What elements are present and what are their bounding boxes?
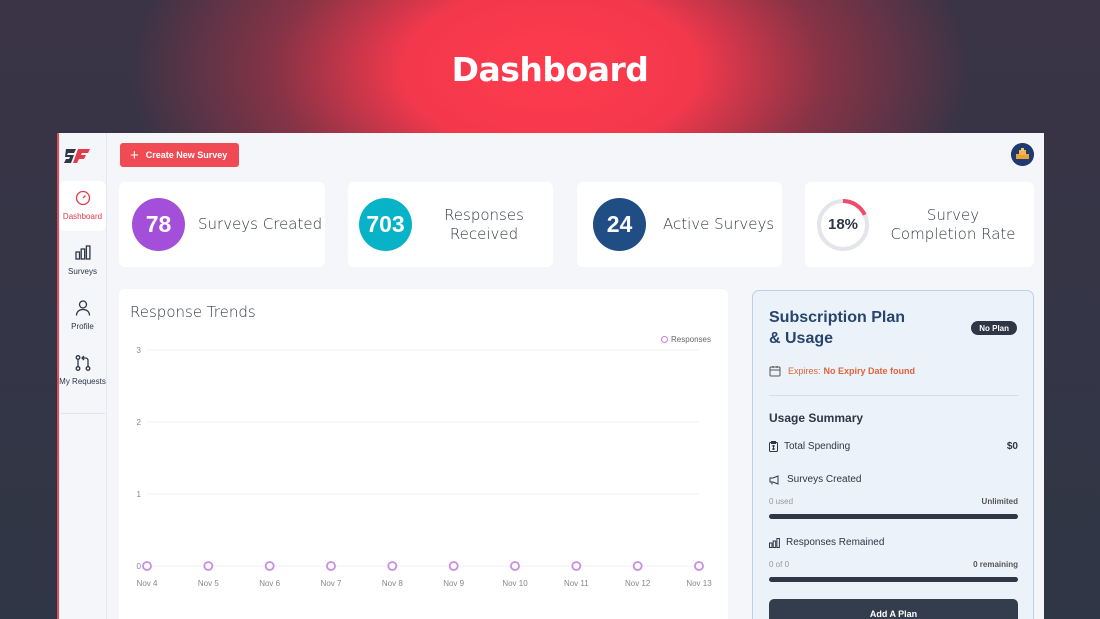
chart-legend[interactable]: Responses [660, 335, 711, 344]
data-point[interactable] [694, 561, 704, 571]
completion-ring: 18% [816, 198, 870, 252]
stat-label: Responses Received [444, 205, 524, 243]
data-point[interactable] [264, 561, 275, 571]
x-tick-label: Nov 6 [259, 579, 280, 588]
response-trends-card: Response Trends Responses 0 1 2 3 Nov 4 Nov 5… [119, 289, 728, 619]
stat-card-surveys-created: 78 Surveys Created [119, 182, 325, 267]
avatar-icon [1011, 143, 1034, 166]
stat-label: Survey Completion Rate [890, 205, 1016, 243]
surveys-created-row: Surveys Created [769, 474, 1018, 485]
divider [769, 395, 1018, 396]
y-tick-label: 3 [137, 346, 142, 355]
sidebar-item-label: My Requests [59, 377, 106, 386]
usage-summary-title: Usage Summary [769, 411, 864, 425]
responses-remained-row: Responses Remained [769, 537, 1018, 548]
stat-value-circle: 24 [593, 198, 646, 251]
sidebar-item-label: Surveys [68, 267, 97, 276]
stat-label: Surveys Created [198, 215, 323, 233]
data-point[interactable] [203, 561, 214, 571]
add-plan-button[interactable]: Add A Plan [769, 599, 1018, 619]
subscription-card: Subscription Plan & Usage No Plan Expire… [752, 290, 1034, 619]
line-chart: 0 1 2 3 Nov 4 Nov 5 Nov 6 Nov 7 Nov 8 Nov 9 Nov 10… [137, 346, 713, 588]
sidebar-item-label: Profile [71, 322, 94, 331]
app-window: Dashboard Surveys Profile [57, 133, 1044, 619]
create-survey-button[interactable]: + Create New Survey [120, 143, 239, 167]
legend-marker-icon [660, 336, 668, 343]
surveys-usage-info: 0 used Unlimited [769, 497, 1018, 506]
x-tick-label: Nov 9 [443, 579, 464, 588]
stat-card-responses-received: 703 Responses Received [348, 182, 553, 267]
stat-card-active-surveys: 24 Active Surveys [577, 182, 782, 267]
clipboard-icon [769, 441, 778, 452]
responses-used: 0 of 0 [769, 560, 790, 569]
sidebar-item-dashboard[interactable]: Dashboard [59, 181, 106, 231]
y-tick-label: 2 [137, 418, 142, 427]
sidebar-item-my-requests[interactable]: My Requests [59, 346, 106, 396]
data-point[interactable] [510, 561, 520, 571]
sidebar: Dashboard Surveys Profile [59, 133, 107, 619]
stat-card-completion-rate: 18% Survey Completion Rate [805, 182, 1034, 267]
avatar[interactable] [1011, 143, 1034, 166]
expiry-info: Expires: No Expiry Date found [769, 365, 915, 377]
legend-label: Responses [670, 335, 711, 344]
sidebar-item-label: Dashboard [62, 212, 103, 221]
bar-chart-icon [769, 537, 780, 548]
x-tick-label: Nov 11 [564, 579, 589, 588]
y-tick-label: 1 [137, 490, 142, 499]
gauge-icon [75, 190, 90, 206]
stat-value-circle: 78 [132, 198, 185, 251]
create-survey-label: Create New Survey [145, 150, 228, 160]
responses-progress-bar [769, 577, 1018, 582]
git-pull-request-icon [75, 355, 90, 371]
data-point[interactable] [326, 561, 336, 571]
y-tick-label: 0 [137, 562, 142, 571]
hero-title: Dashboard [451, 50, 649, 89]
chart-title: Response Trends [130, 303, 256, 321]
total-spending-label: Total Spending [784, 441, 851, 452]
data-point[interactable] [448, 561, 459, 571]
plus-icon: + [130, 146, 139, 164]
surveys-created-label: Surveys Created [787, 474, 862, 485]
logo-icon [64, 149, 90, 163]
sidebar-item-surveys[interactable]: Surveys [59, 236, 106, 286]
bar-chart-icon [74, 245, 91, 260]
sidebar-item-profile[interactable]: Profile [59, 291, 106, 341]
x-tick-label: Nov 10 [502, 579, 528, 588]
data-point[interactable] [142, 561, 152, 571]
responses-remained-label: Responses Remained [786, 537, 885, 548]
x-tick-label: Nov 12 [625, 579, 651, 588]
responses-remaining: 0 remaining [973, 560, 1018, 569]
stat-label: Active Surveys [663, 215, 775, 233]
surveys-progress-bar [769, 514, 1018, 519]
x-tick-label: Nov 4 [137, 579, 158, 588]
total-spending-row: Total Spending $0 [769, 441, 1018, 452]
data-point[interactable] [387, 561, 398, 571]
responses-usage-info: 0 of 0 0 remaining [769, 560, 1018, 569]
completion-rate-value: 18% [827, 216, 859, 233]
data-point[interactable] [632, 561, 643, 571]
calendar-icon [769, 366, 781, 377]
x-tick-label: Nov 13 [686, 579, 712, 588]
expires-value: No Expiry Date found [823, 366, 916, 376]
total-spending-value: $0 [1006, 441, 1018, 452]
user-icon [75, 300, 90, 316]
plan-badge: No Plan [971, 321, 1017, 335]
stat-value-circle: 703 [359, 198, 412, 251]
subscription-title: Subscription Plan & Usage [769, 309, 906, 347]
surveys-limit: Unlimited [981, 497, 1018, 506]
megaphone-icon [769, 474, 779, 485]
surveys-used: 0 used [769, 497, 794, 506]
x-tick-label: Nov 5 [198, 579, 219, 588]
x-tick-label: Nov 7 [321, 579, 342, 588]
data-point[interactable] [571, 561, 582, 571]
sidebar-divider [61, 413, 105, 414]
expires-label: Expires: [788, 366, 821, 376]
x-tick-label: Nov 8 [382, 579, 403, 588]
